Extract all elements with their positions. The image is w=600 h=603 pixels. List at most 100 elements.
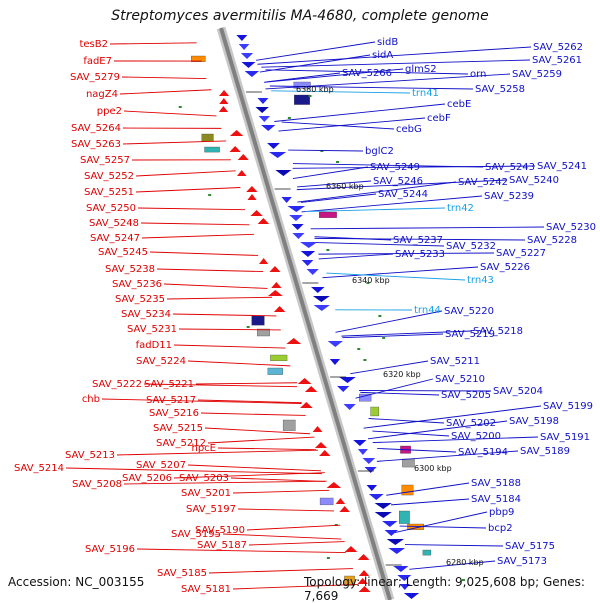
- gene-label-right[interactable]: bcp2: [488, 523, 513, 534]
- gene-label-right[interactable]: SAV_5175: [505, 541, 555, 552]
- gene-arrow-reverse[interactable]: [241, 53, 253, 59]
- gene-label-left[interactable]: SAV_5264: [71, 123, 121, 134]
- gene-label-right[interactable]: SAV_5242: [458, 177, 508, 188]
- gene-arrow-forward[interactable]: [336, 498, 346, 504]
- gene-label-right[interactable]: SAV_5211: [430, 356, 480, 367]
- gene-arrow-reverse[interactable]: [307, 269, 319, 275]
- gene-label-right[interactable]: SAV_5237: [393, 235, 443, 246]
- gene-label-left[interactable]: SAV_5197: [186, 504, 236, 515]
- gene-arrow-forward[interactable]: [250, 210, 262, 216]
- gene-arrow-forward[interactable]: [237, 170, 247, 176]
- gene-arrow-forward[interactable]: [247, 194, 256, 200]
- gene-label-right[interactable]: SAV_5266: [342, 68, 392, 79]
- gene-label-right[interactable]: SAV_5259: [512, 69, 562, 80]
- gene-label-right[interactable]: bglC2: [365, 146, 394, 157]
- gene-arrow-reverse[interactable]: [328, 341, 343, 347]
- gene-label-left[interactable]: SAV_5213: [65, 450, 115, 461]
- gene-arrow-forward[interactable]: [327, 482, 342, 488]
- gene-arrow-forward[interactable]: [274, 306, 285, 312]
- gene-arrow-forward[interactable]: [268, 290, 283, 296]
- gene-arrow-reverse[interactable]: [259, 116, 270, 122]
- gene-arrow-reverse[interactable]: [258, 98, 269, 104]
- gene-arrow-reverse[interactable]: [313, 296, 330, 302]
- gene-label-right[interactable]: glmS2: [405, 64, 437, 75]
- gene-label-right[interactable]: SAV_5243: [485, 162, 535, 173]
- gene-arrow-forward[interactable]: [300, 402, 313, 408]
- gene-arrow-reverse[interactable]: [261, 125, 275, 131]
- gene-arrow-reverse[interactable]: [275, 170, 291, 176]
- gene-label-right[interactable]: SAV_5240: [509, 175, 559, 186]
- feature-box[interactable]: [270, 355, 287, 361]
- gene-arrow-reverse[interactable]: [269, 152, 286, 158]
- gene-arrow-forward[interactable]: [238, 154, 249, 160]
- gene-label-right[interactable]: SAV_5230: [546, 222, 596, 233]
- gene-label-left[interactable]: SAV_5252: [84, 171, 134, 182]
- gene-arrow-reverse[interactable]: [301, 251, 315, 257]
- gene-label-left[interactable]: fadE7: [83, 56, 112, 67]
- gene-arrow-forward[interactable]: [358, 554, 370, 560]
- gene-arrow-forward[interactable]: [339, 506, 349, 512]
- feature-box[interactable]: [423, 550, 431, 555]
- gene-arrow-forward[interactable]: [258, 218, 269, 224]
- gene-label-left[interactable]: SAV_5251: [84, 187, 134, 198]
- feature-box[interactable]: [283, 420, 295, 431]
- gene-label-left[interactable]: SAV_5235: [115, 294, 165, 305]
- gene-arrow-forward[interactable]: [286, 338, 301, 344]
- gene-arrow-reverse[interactable]: [362, 458, 375, 464]
- gene-label-left[interactable]: SAV_5203: [179, 473, 229, 484]
- gene-arrow-forward[interactable]: [271, 282, 281, 288]
- gene-arrow-reverse[interactable]: [242, 62, 256, 68]
- gene-arrow-reverse[interactable]: [287, 206, 305, 212]
- gene-label-left[interactable]: hpcE: [191, 443, 216, 454]
- gene-arrow-reverse[interactable]: [367, 485, 378, 491]
- feature-box[interactable]: [371, 407, 379, 416]
- gene-arrow-reverse[interactable]: [387, 539, 404, 545]
- gene-arrow-forward[interactable]: [219, 98, 228, 104]
- gene-label-right[interactable]: SAV_5199: [543, 401, 593, 412]
- feature-box[interactable]: [252, 316, 265, 325]
- gene-label-left[interactable]: SAV_5238: [105, 264, 155, 275]
- feature-box[interactable]: [205, 147, 220, 152]
- gene-label-right[interactable]: SAV_5226: [480, 262, 530, 273]
- gene-arrow-forward[interactable]: [315, 442, 327, 448]
- gene-arrow-forward[interactable]: [305, 386, 318, 392]
- feature-box[interactable]: [402, 485, 413, 495]
- gene-label-right[interactable]: SAV_5200: [451, 431, 501, 442]
- gene-label-left[interactable]: ppe2: [97, 106, 122, 117]
- gene-label-right[interactable]: SAV_5210: [435, 374, 485, 385]
- gene-arrow-reverse[interactable]: [300, 242, 317, 248]
- gene-arrow-reverse[interactable]: [375, 503, 392, 509]
- gene-label-left[interactable]: SAV_5181: [181, 584, 231, 595]
- gene-label-right[interactable]: SAV_5218: [473, 326, 523, 337]
- gene-label-left[interactable]: SAV_5201: [181, 488, 231, 499]
- gene-label-right[interactable]: SAV_5184: [471, 494, 521, 505]
- gene-arrow-reverse[interactable]: [281, 197, 291, 203]
- gene-label-right[interactable]: SAV_5189: [520, 446, 570, 457]
- gene-arrow-reverse[interactable]: [337, 386, 349, 392]
- gene-label-left[interactable]: fadD11: [136, 340, 172, 351]
- gene-arrow-forward[interactable]: [219, 90, 229, 96]
- feature-box[interactable]: [399, 511, 409, 524]
- gene-arrow-reverse[interactable]: [369, 494, 384, 500]
- gene-label-right[interactable]: SAV_5198: [509, 416, 559, 427]
- gene-label-left[interactable]: SAV_5185: [157, 568, 207, 579]
- gene-label-right[interactable]: SAV_5258: [475, 84, 525, 95]
- gene-label-right[interactable]: cebG: [396, 124, 422, 135]
- feature-box[interactable]: [402, 459, 414, 467]
- gene-label-right[interactable]: SAV_5261: [532, 55, 582, 66]
- gene-label-right[interactable]: SAV_5239: [484, 191, 534, 202]
- gene-label-left[interactable]: SAV_5208: [72, 479, 122, 490]
- gene-label-left[interactable]: SAV_5221: [144, 379, 194, 390]
- gene-label-right[interactable]: SAV_5202: [446, 418, 496, 429]
- gene-arrow-reverse[interactable]: [375, 512, 392, 518]
- gene-label-left[interactable]: SAV_5234: [121, 309, 171, 320]
- gene-arrow-forward[interactable]: [345, 546, 358, 552]
- gene-label-left[interactable]: nagZ4: [86, 89, 118, 100]
- gene-arrow-forward[interactable]: [319, 450, 330, 456]
- gene-label-right[interactable]: SAV_5204: [493, 386, 543, 397]
- gene-arrow-reverse[interactable]: [393, 566, 408, 572]
- gene-label-right[interactable]: pbp9: [489, 507, 514, 518]
- gene-label-left[interactable]: SAV_5247: [90, 233, 140, 244]
- gene-label-left[interactable]: SAV_5187: [197, 540, 247, 551]
